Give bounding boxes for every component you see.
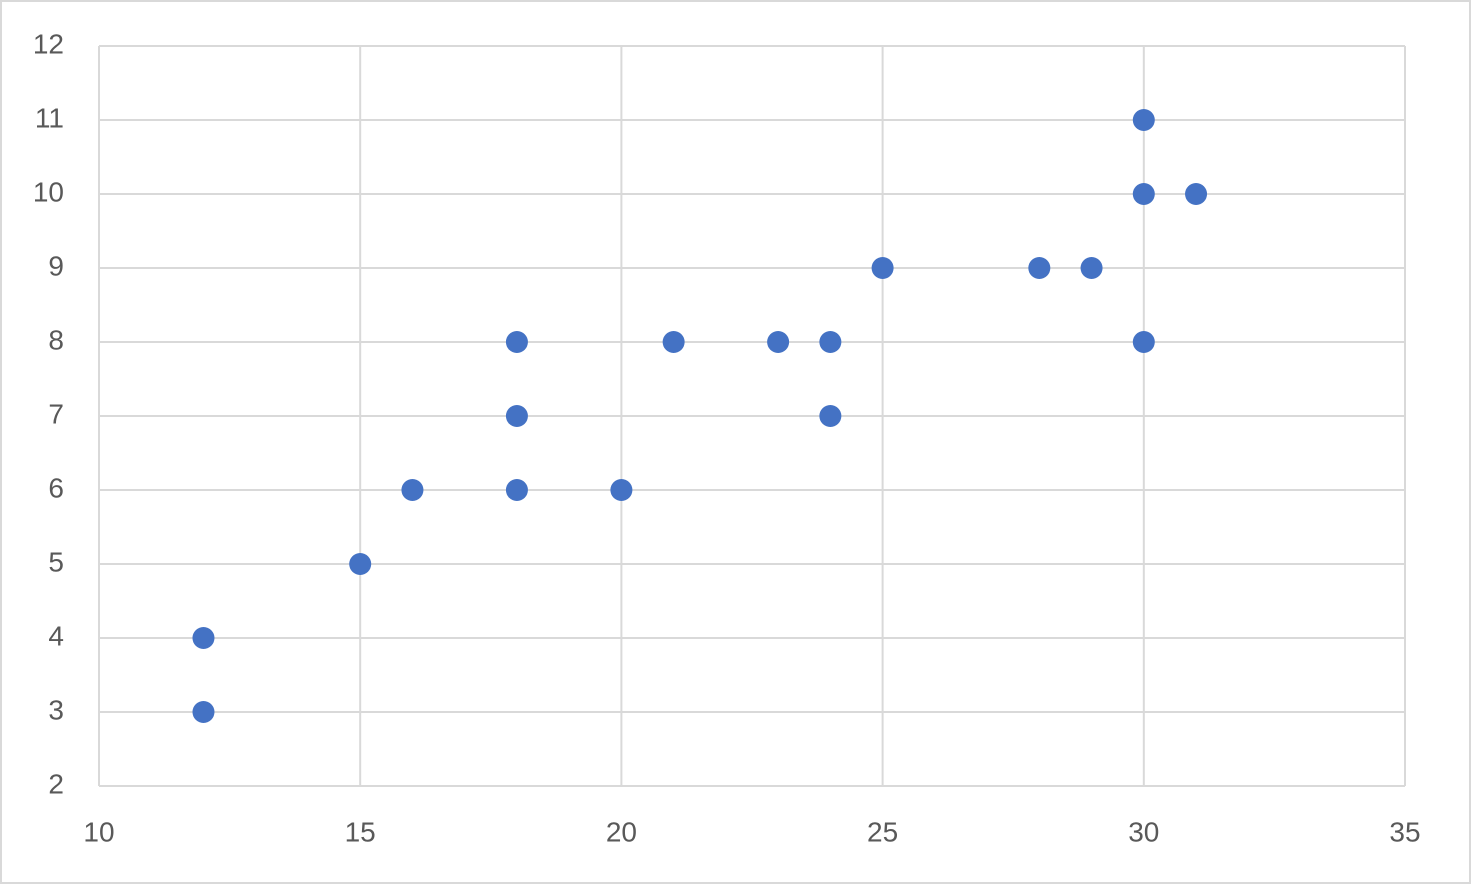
x-tick-label: 35 <box>1389 816 1420 847</box>
y-tick-label: 8 <box>48 324 64 355</box>
point <box>192 701 215 723</box>
y-tick-label: 9 <box>48 250 64 281</box>
point <box>1080 257 1103 279</box>
point <box>662 331 685 353</box>
point <box>1185 183 1208 205</box>
x-tick-label: 25 <box>867 816 898 847</box>
point <box>1028 257 1051 279</box>
point <box>1132 109 1155 131</box>
point <box>505 331 528 353</box>
y-tick-label: 2 <box>48 768 64 799</box>
x-tick-label: 10 <box>83 816 114 847</box>
y-tick-label: 12 <box>33 28 64 59</box>
y-tick-label: 5 <box>48 546 64 577</box>
y-tick-label: 4 <box>48 620 64 651</box>
point <box>871 257 894 279</box>
point <box>505 405 528 427</box>
point <box>401 479 424 501</box>
y-tick-label: 3 <box>48 694 64 725</box>
x-tick-label: 20 <box>606 816 637 847</box>
point <box>767 331 790 353</box>
point <box>349 553 372 575</box>
y-tick-label: 7 <box>48 398 64 429</box>
x-tick-label: 30 <box>1128 816 1159 847</box>
point <box>819 331 842 353</box>
point <box>1132 183 1155 205</box>
y-tick-label: 11 <box>35 102 64 133</box>
point <box>819 405 842 427</box>
point <box>192 627 215 649</box>
point <box>505 479 528 501</box>
x-tick-label: 15 <box>345 816 376 847</box>
y-tick-label: 10 <box>33 176 64 207</box>
point <box>1132 331 1155 353</box>
y-tick-label: 6 <box>48 472 64 503</box>
point <box>610 479 633 501</box>
